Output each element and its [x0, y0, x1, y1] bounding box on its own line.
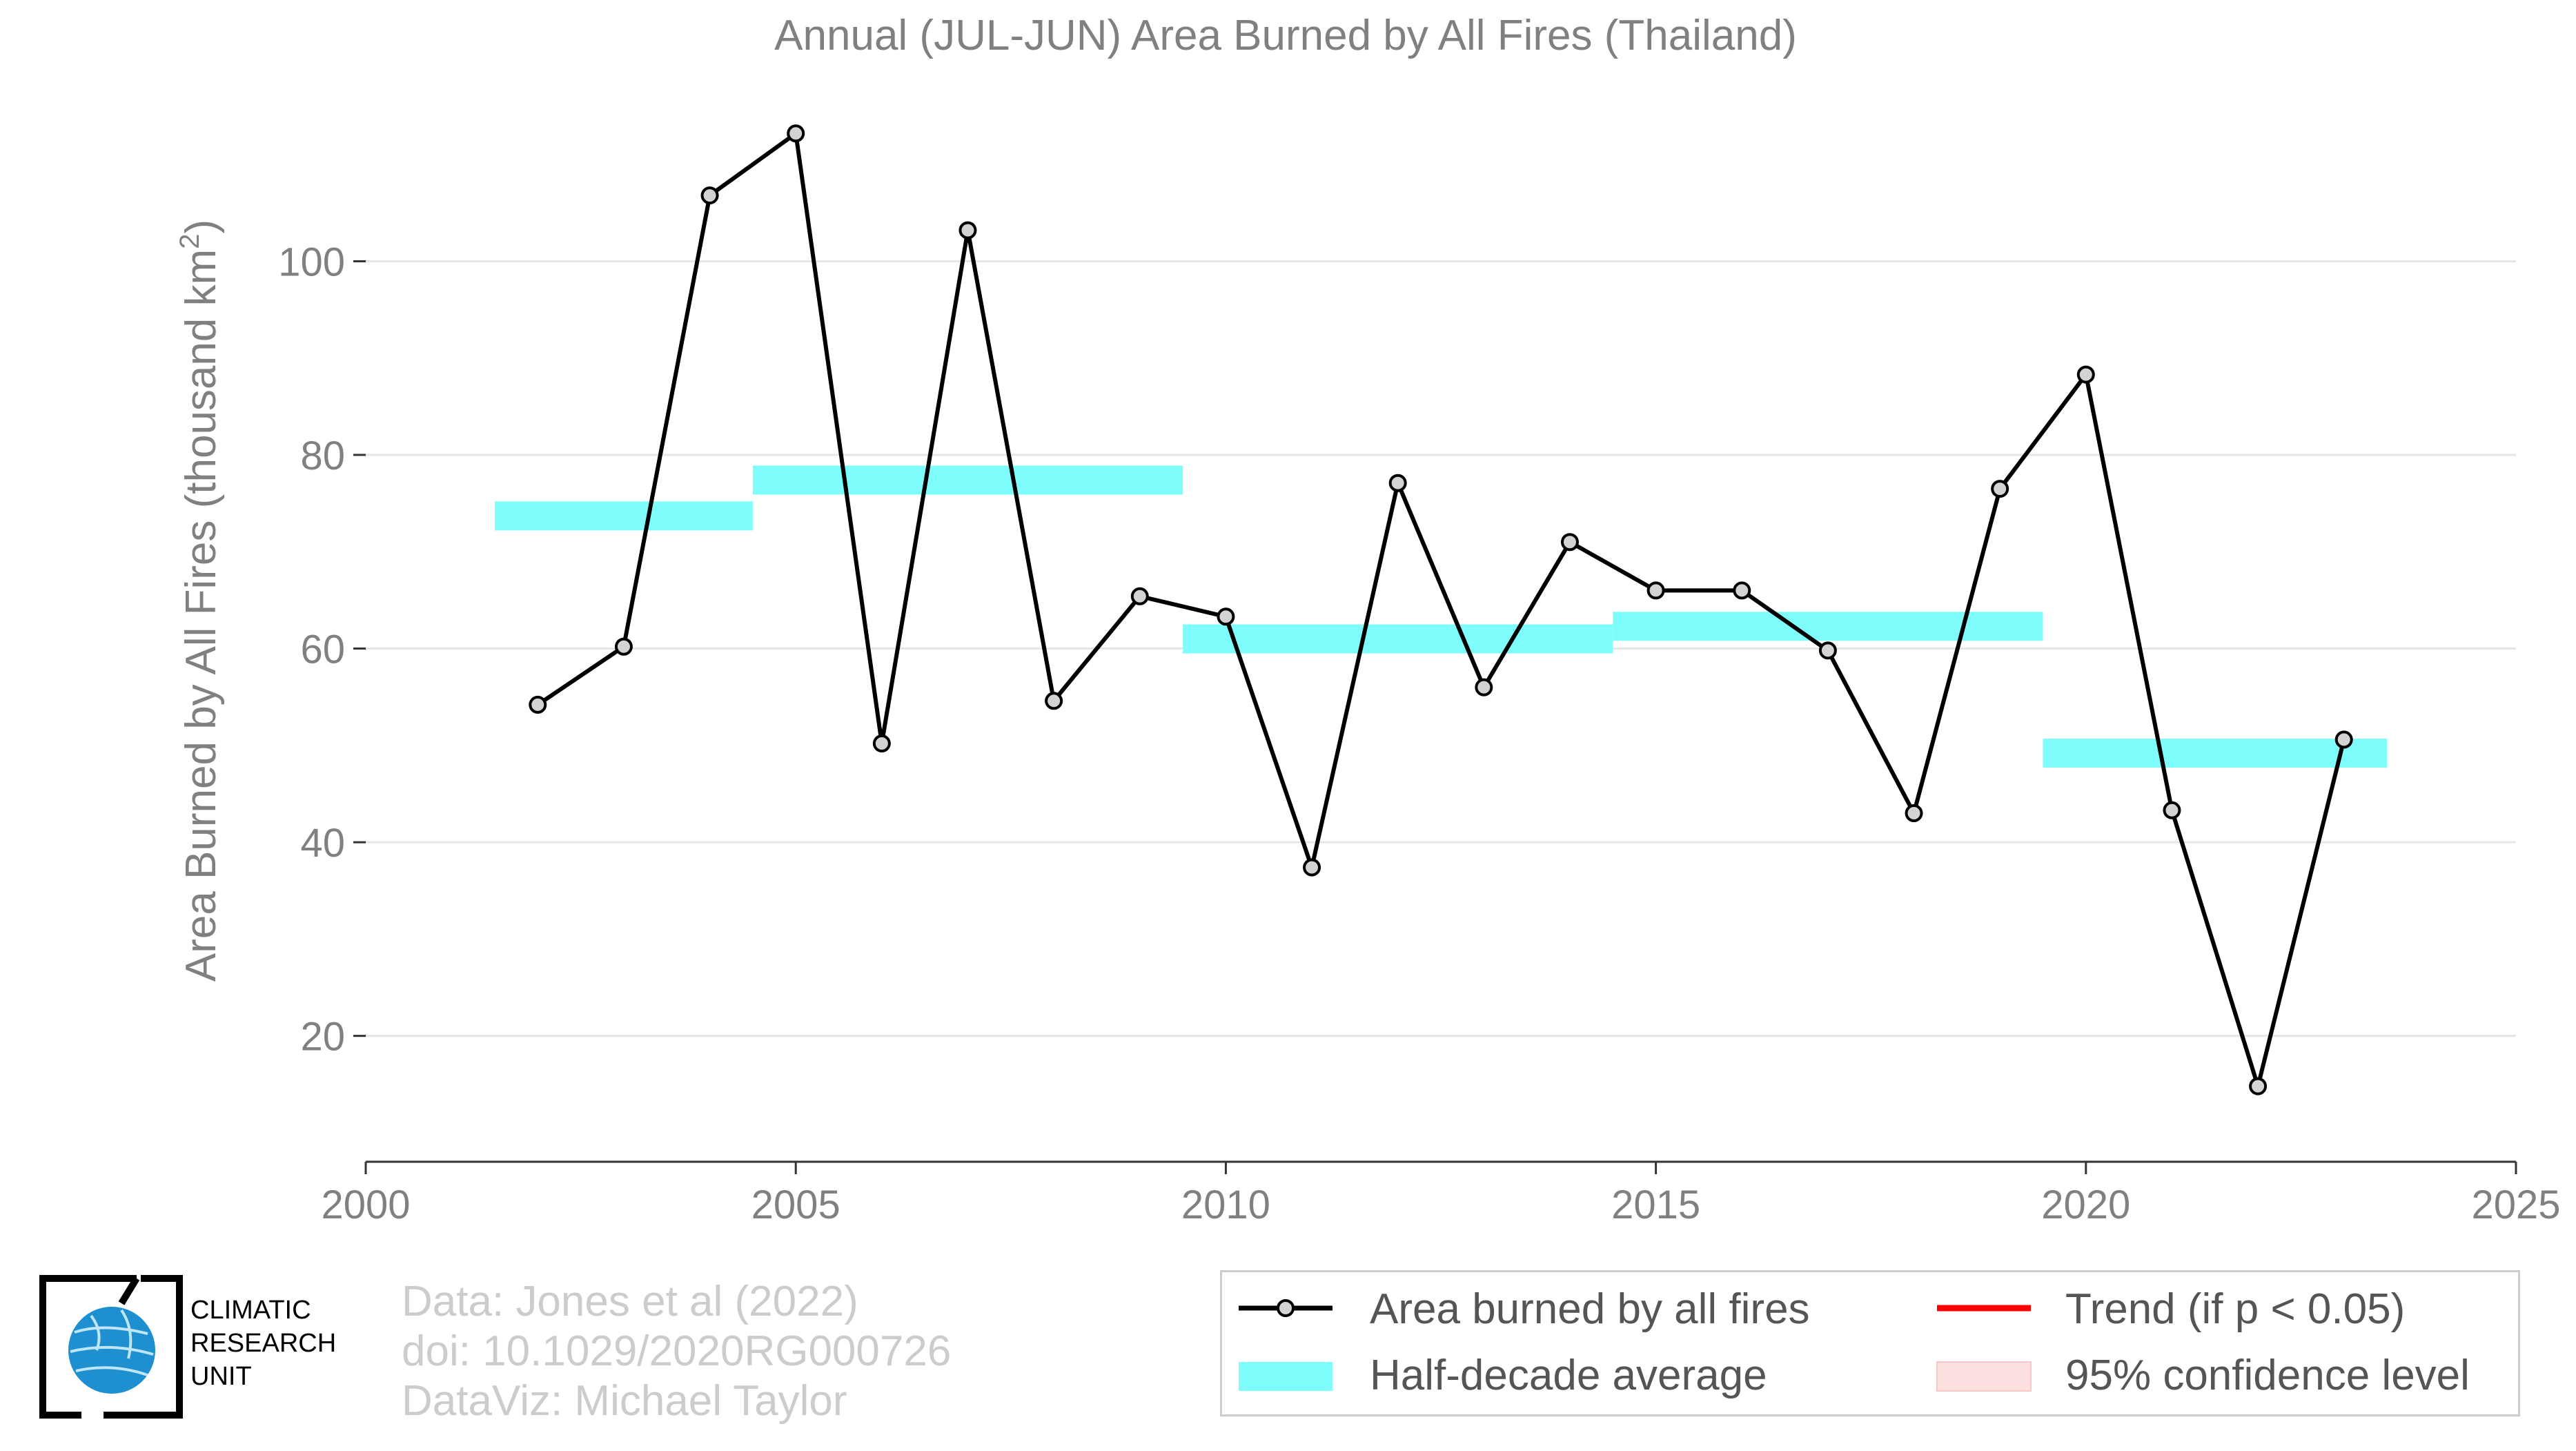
data-point-2009 — [1130, 587, 1149, 605]
y-tick-label-80: 80 — [300, 434, 345, 478]
cru-logo-text: CLIMATIC RESEARCH UNIT — [190, 1294, 336, 1393]
data-point-2004 — [700, 186, 719, 205]
x-tick-label-2015: 2015 — [1611, 1182, 1700, 1227]
series-line — [536, 131, 2346, 1089]
data-point-2022 — [2249, 1077, 2268, 1095]
data-point-2018 — [1905, 804, 1923, 823]
area-burned-line — [536, 131, 2346, 1089]
half-decade-band-3 — [1613, 612, 2043, 641]
x-tick-label-2025: 2025 — [2471, 1182, 2560, 1227]
x-tick-label-2000: 2000 — [321, 1182, 410, 1227]
data-point-2010 — [1217, 607, 1235, 626]
data-point-2021 — [2163, 801, 2181, 819]
axes: 20 40 60 80 100 2000 2005 2010 2015 2020 2025 — [278, 240, 2560, 1227]
legend-marker-swatch — [1277, 1299, 1295, 1317]
data-point-2023 — [2334, 730, 2353, 749]
y-axis-label-close: ) — [177, 220, 225, 234]
y-tick-label-20: 20 — [300, 1015, 345, 1060]
y-tick-label-60: 60 — [300, 627, 345, 672]
legend-label-area: Area burned by all fires — [1370, 1285, 1810, 1333]
x-tick-label-2020: 2020 — [2041, 1182, 2130, 1227]
data-point-2019 — [1991, 480, 2009, 498]
logo-slash — [118, 1276, 140, 1305]
data-point-2016 — [1733, 581, 1751, 600]
legend-label-trend: Trend (if p < 0.05) — [2065, 1285, 2406, 1333]
logo-line-2: RESEARCH — [190, 1329, 337, 1358]
x-tick-label-2010: 2010 — [1181, 1182, 1270, 1227]
half-decade-band-0 — [494, 501, 753, 531]
y-tick-label-100: 100 — [278, 240, 345, 284]
y-axis-label: Area Burned by All Fires (thousand km2) — [175, 220, 225, 982]
half-decade-band-2 — [1183, 624, 1613, 654]
y-axis-label-main: Area Burned by All Fires (thousand km — [177, 249, 225, 982]
credit-doi: doi: 10.1029/2020RG000726 — [402, 1327, 952, 1375]
data-point-2006 — [872, 734, 891, 753]
data-point-2002 — [529, 695, 547, 714]
globe-icon-lines — [70, 1309, 154, 1376]
series-points — [529, 124, 2353, 1095]
legend-band-swatch — [1239, 1362, 1333, 1391]
data-point-2017 — [1818, 641, 1837, 660]
data-point-2020 — [2076, 365, 2095, 384]
half-decade-bands — [494, 465, 2388, 768]
data-point-2015 — [1646, 581, 1665, 600]
credit-dataviz: DataViz: Michael Taylor — [402, 1377, 847, 1425]
data-point-2011 — [1303, 858, 1321, 877]
legend-swatches — [1239, 1299, 2032, 1392]
data-point-2007 — [958, 221, 977, 240]
data-point-2008 — [1045, 692, 1063, 710]
logo-bracket-right — [104, 1275, 183, 1419]
legend: Area burned by all fires Trend (if p < 0… — [1220, 1270, 2520, 1416]
legend-label-halfdecade: Half-decade average — [1370, 1352, 1767, 1399]
data-point-2013 — [1475, 678, 1493, 697]
data-point-2003 — [614, 637, 633, 656]
data-point-2014 — [1560, 533, 1579, 552]
x-tick-label-2005: 2005 — [751, 1182, 840, 1227]
chart-title: Annual (JUL-JUN) Area Burned by All Fire… — [774, 12, 1797, 59]
data-point-2005 — [787, 124, 805, 143]
y-tick-label-40: 40 — [300, 821, 345, 866]
y-axis-label-sup: 2 — [175, 234, 205, 249]
logo-line-3: UNIT — [190, 1362, 252, 1391]
logo-bracket-left — [39, 1275, 137, 1419]
cru-logo — [39, 1275, 183, 1419]
data-point-2012 — [1388, 474, 1407, 492]
half-decade-band-4 — [2043, 739, 2388, 768]
legend-ci-swatch — [1936, 1361, 2032, 1392]
credit-data: Data: Jones et al (2022) — [402, 1278, 858, 1325]
logo-line-1: CLIMATIC — [190, 1296, 311, 1325]
half-decade-band-1 — [752, 465, 1183, 495]
legend-label-ci: 95% confidence level — [2065, 1352, 2470, 1399]
